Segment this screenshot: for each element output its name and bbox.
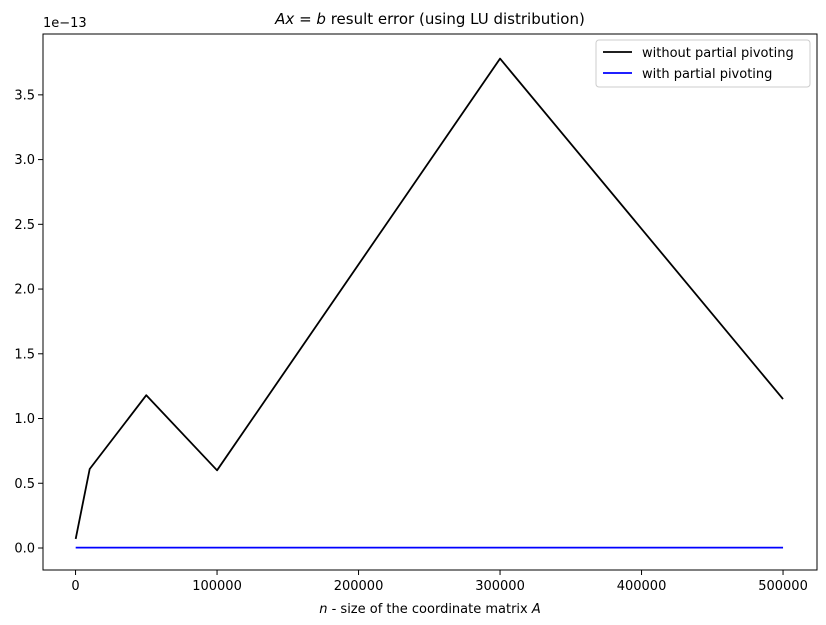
y-tick-label: 0.5 — [14, 477, 35, 492]
x-axis-ticks: 0 100000 200000 300000 400000 500000 — [71, 570, 808, 594]
legend-label-without-pivoting: without partial pivoting — [642, 46, 794, 61]
x-tick-label: 500000 — [758, 579, 808, 594]
x-axis-label: n - size of the coordinate matrix A — [319, 602, 541, 617]
x-tick-label: 400000 — [617, 579, 667, 594]
x-tick-label: 300000 — [475, 579, 525, 594]
plot-area — [43, 34, 817, 570]
y-offset-label: 1e−13 — [43, 16, 87, 31]
y-tick-label: 3.0 — [14, 153, 35, 168]
y-axis-ticks: 0.0 0.5 1.0 1.5 2.0 2.5 3.0 3.5 — [14, 88, 43, 556]
y-tick-label: 1.5 — [14, 347, 35, 362]
chart-title: Ax = b result error (using LU distributi… — [274, 10, 585, 28]
series-line-0 — [74, 57, 784, 540]
plot-frame — [42, 33, 818, 571]
legend-box — [595, 39, 811, 88]
legend: without partial pivoting with partial pi… — [595, 39, 811, 88]
x-tick-label: 100000 — [192, 579, 242, 594]
y-tick-label: 0.0 — [14, 541, 35, 556]
x-tick-label: 0 — [71, 579, 79, 594]
x-tick-label: 200000 — [334, 579, 384, 594]
y-tick-label: 2.0 — [14, 283, 35, 298]
y-tick-label: 1.0 — [14, 412, 35, 427]
series-lines — [74, 57, 784, 549]
legend-label-with-pivoting: with partial pivoting — [642, 67, 772, 82]
y-tick-label: 3.5 — [14, 88, 35, 103]
y-tick-label: 2.5 — [14, 218, 35, 233]
